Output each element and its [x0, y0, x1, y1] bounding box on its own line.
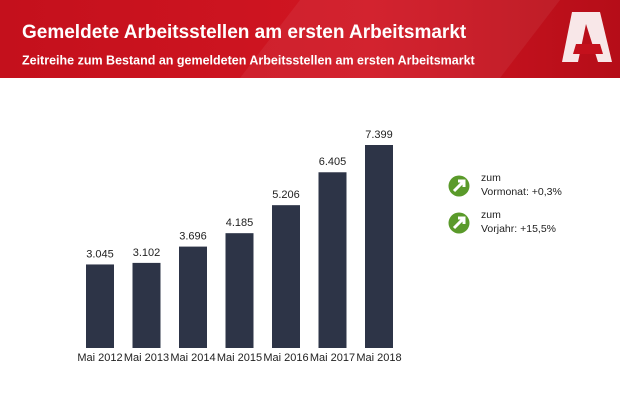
annotation: zum [481, 172, 501, 184]
value-label: 7.399 [365, 129, 393, 141]
value-label: 5.206 [272, 189, 300, 201]
bar [365, 145, 393, 348]
value-label: 3.102 [133, 247, 161, 259]
icon-up [448, 175, 470, 197]
x-tick-label: Mai 2018 [356, 352, 401, 364]
x-tick-label: Mai 2012 [77, 352, 122, 364]
value-label: 3.045 [86, 248, 114, 260]
value-label: 4.185 [226, 217, 254, 229]
bar [225, 233, 254, 348]
x-tick-label: Mai 2015 [217, 352, 262, 364]
bar [318, 172, 347, 348]
header-band [0, 0, 620, 78]
logo [562, 12, 612, 62]
value-label: 3.696 [179, 231, 207, 243]
x-tick-label: Mai 2017 [310, 352, 355, 364]
x-tick-label: Mai 2016 [263, 352, 308, 364]
header-sheen [240, 0, 560, 78]
bar [179, 246, 207, 348]
icon-up [448, 212, 470, 234]
x-tick-label: Mai 2014 [170, 352, 215, 364]
annotation: zum [481, 209, 501, 221]
value-label: 6.405 [319, 156, 347, 168]
chart-subtitle: Zeitreihe zum Bestand an gemeldeten Arbe… [22, 53, 476, 67]
bar [86, 264, 114, 348]
bar [272, 205, 300, 348]
annotation: Vormonat: +0,3% [481, 186, 562, 198]
annotation: Vorjahr: +15,5% [481, 223, 556, 235]
chart-title: Gemeldete Arbeitsstellen am ersten Arbei… [22, 22, 467, 43]
bar [132, 262, 161, 348]
x-tick-label: Mai 2013 [124, 352, 169, 364]
